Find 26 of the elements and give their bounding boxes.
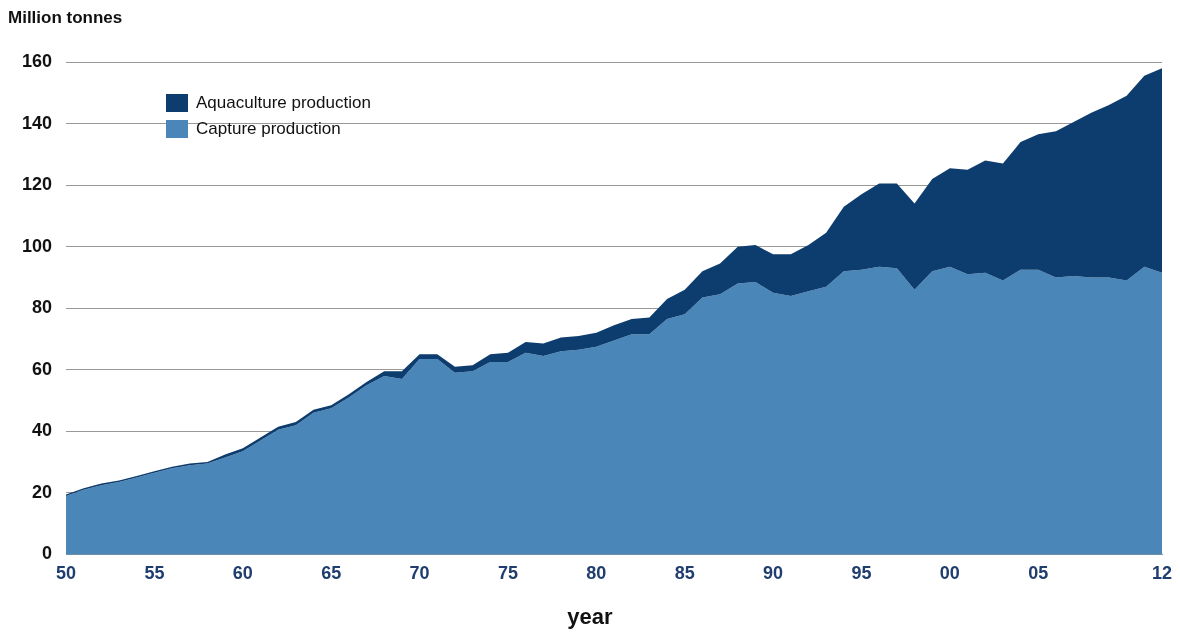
y-tick-label: 60 [32,358,53,379]
x-tick-label: 80 [586,563,607,584]
x-tick-label: 90 [763,563,784,584]
y-tick-label: 140 [21,112,53,133]
x-tick-label: 55 [144,563,165,584]
x-tick-label: 85 [674,563,695,584]
x-tick-label: 95 [851,563,872,584]
x-axis-title: year [566,604,614,630]
legend-label: Capture production [196,119,341,139]
y-tick-label: 40 [32,420,53,441]
x-tick-label: 75 [497,563,518,584]
x-tick-label: 00 [939,563,960,584]
y-tick-label: 120 [21,174,53,195]
x-tick-label: 05 [1028,563,1049,584]
legend-label: Aquaculture production [196,93,371,113]
y-tick-label: 0 [42,543,53,564]
y-tick-label: 20 [32,481,53,502]
y-tick-label: 80 [32,297,53,318]
y-tick-label: 160 [21,50,53,71]
x-tick-label: 70 [409,563,430,584]
x-tick-label: 50 [56,563,77,584]
x-tick-label: 65 [321,563,342,584]
x-tick-label: 12 [1151,563,1173,584]
y-tick-label: 100 [21,235,53,256]
x-tick-label: 60 [232,563,253,584]
y-axis-title: Million tonnes [8,8,123,28]
